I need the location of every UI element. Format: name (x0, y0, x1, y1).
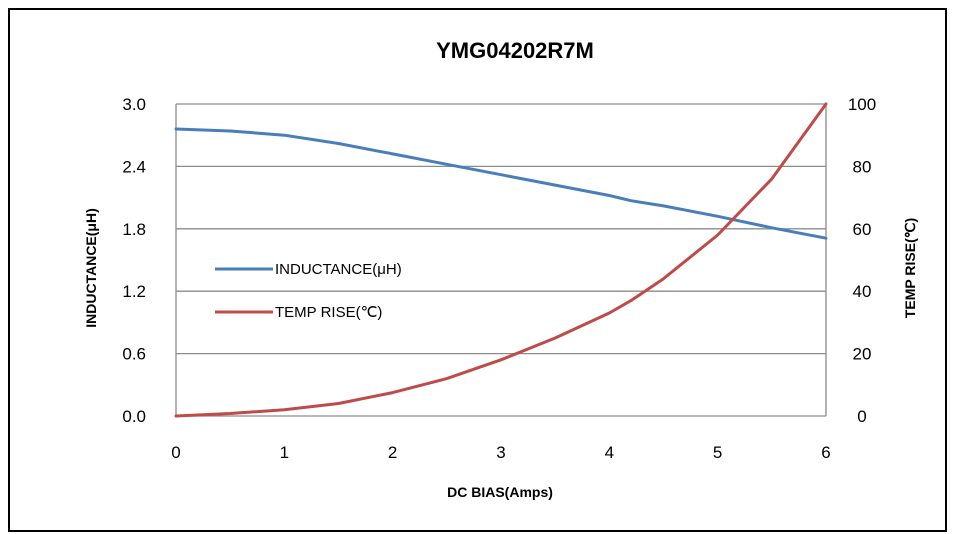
y-tick-label: 3.0 (122, 95, 146, 114)
x-tick-label: 0 (171, 443, 180, 462)
legend-label: TEMP RISE(℃) (275, 304, 382, 321)
y-tick-label: 0.0 (122, 407, 146, 426)
chart-title: YMG04202R7M (436, 38, 594, 63)
inductance-series-line (174, 127, 828, 240)
y-tick-label: 1.2 (122, 282, 146, 301)
x-tick-label: 3 (496, 443, 505, 462)
grid (175, 103, 827, 417)
y2-tick-label: 0 (857, 407, 866, 426)
legend: INDUCTANCE(μH) TEMP RISE(℃) (215, 261, 402, 321)
y2-tick-label: 20 (853, 345, 872, 364)
x-axis-ticks: 0 1 2 3 4 5 6 (171, 443, 830, 462)
y2-tick-label: 80 (853, 157, 872, 176)
x-tick-label: 6 (821, 443, 830, 462)
y2-axis-title: TEMP RISE(℃) (902, 218, 918, 318)
y-axis-title: INDUCTANCE(μH) (83, 208, 99, 328)
series-lines (174, 102, 828, 418)
y-tick-label: 2.4 (122, 157, 146, 176)
y2-tick-label: 40 (853, 282, 872, 301)
x-tick-label: 2 (388, 443, 397, 462)
temp-rise-series-line (174, 102, 828, 418)
y-tick-label: 1.8 (122, 220, 146, 239)
legend-label: INDUCTANCE(μH) (275, 261, 402, 278)
x-tick-label: 5 (713, 443, 722, 462)
y2-axis-ticks: 0 20 40 60 80 100 (848, 95, 876, 426)
x-axis-title: DC BIAS(Amps) (447, 484, 553, 500)
x-tick-label: 1 (280, 443, 289, 462)
y2-tick-label: 100 (848, 95, 876, 114)
y2-tick-label: 60 (853, 220, 872, 239)
y-tick-label: 0.6 (122, 345, 146, 364)
chart-frame: YMG04202R7M 0 1 2 3 4 5 6 0.0 0.6 1.2 1.8 2.4 3.0 0… (8, 8, 947, 532)
chart: YMG04202R7M 0 1 2 3 4 5 6 0.0 0.6 1.2 1.8 2.4 3.0 0… (83, 38, 918, 500)
y-axis-ticks: 0.0 0.6 1.2 1.8 2.4 3.0 (122, 95, 146, 426)
x-tick-label: 4 (605, 443, 614, 462)
